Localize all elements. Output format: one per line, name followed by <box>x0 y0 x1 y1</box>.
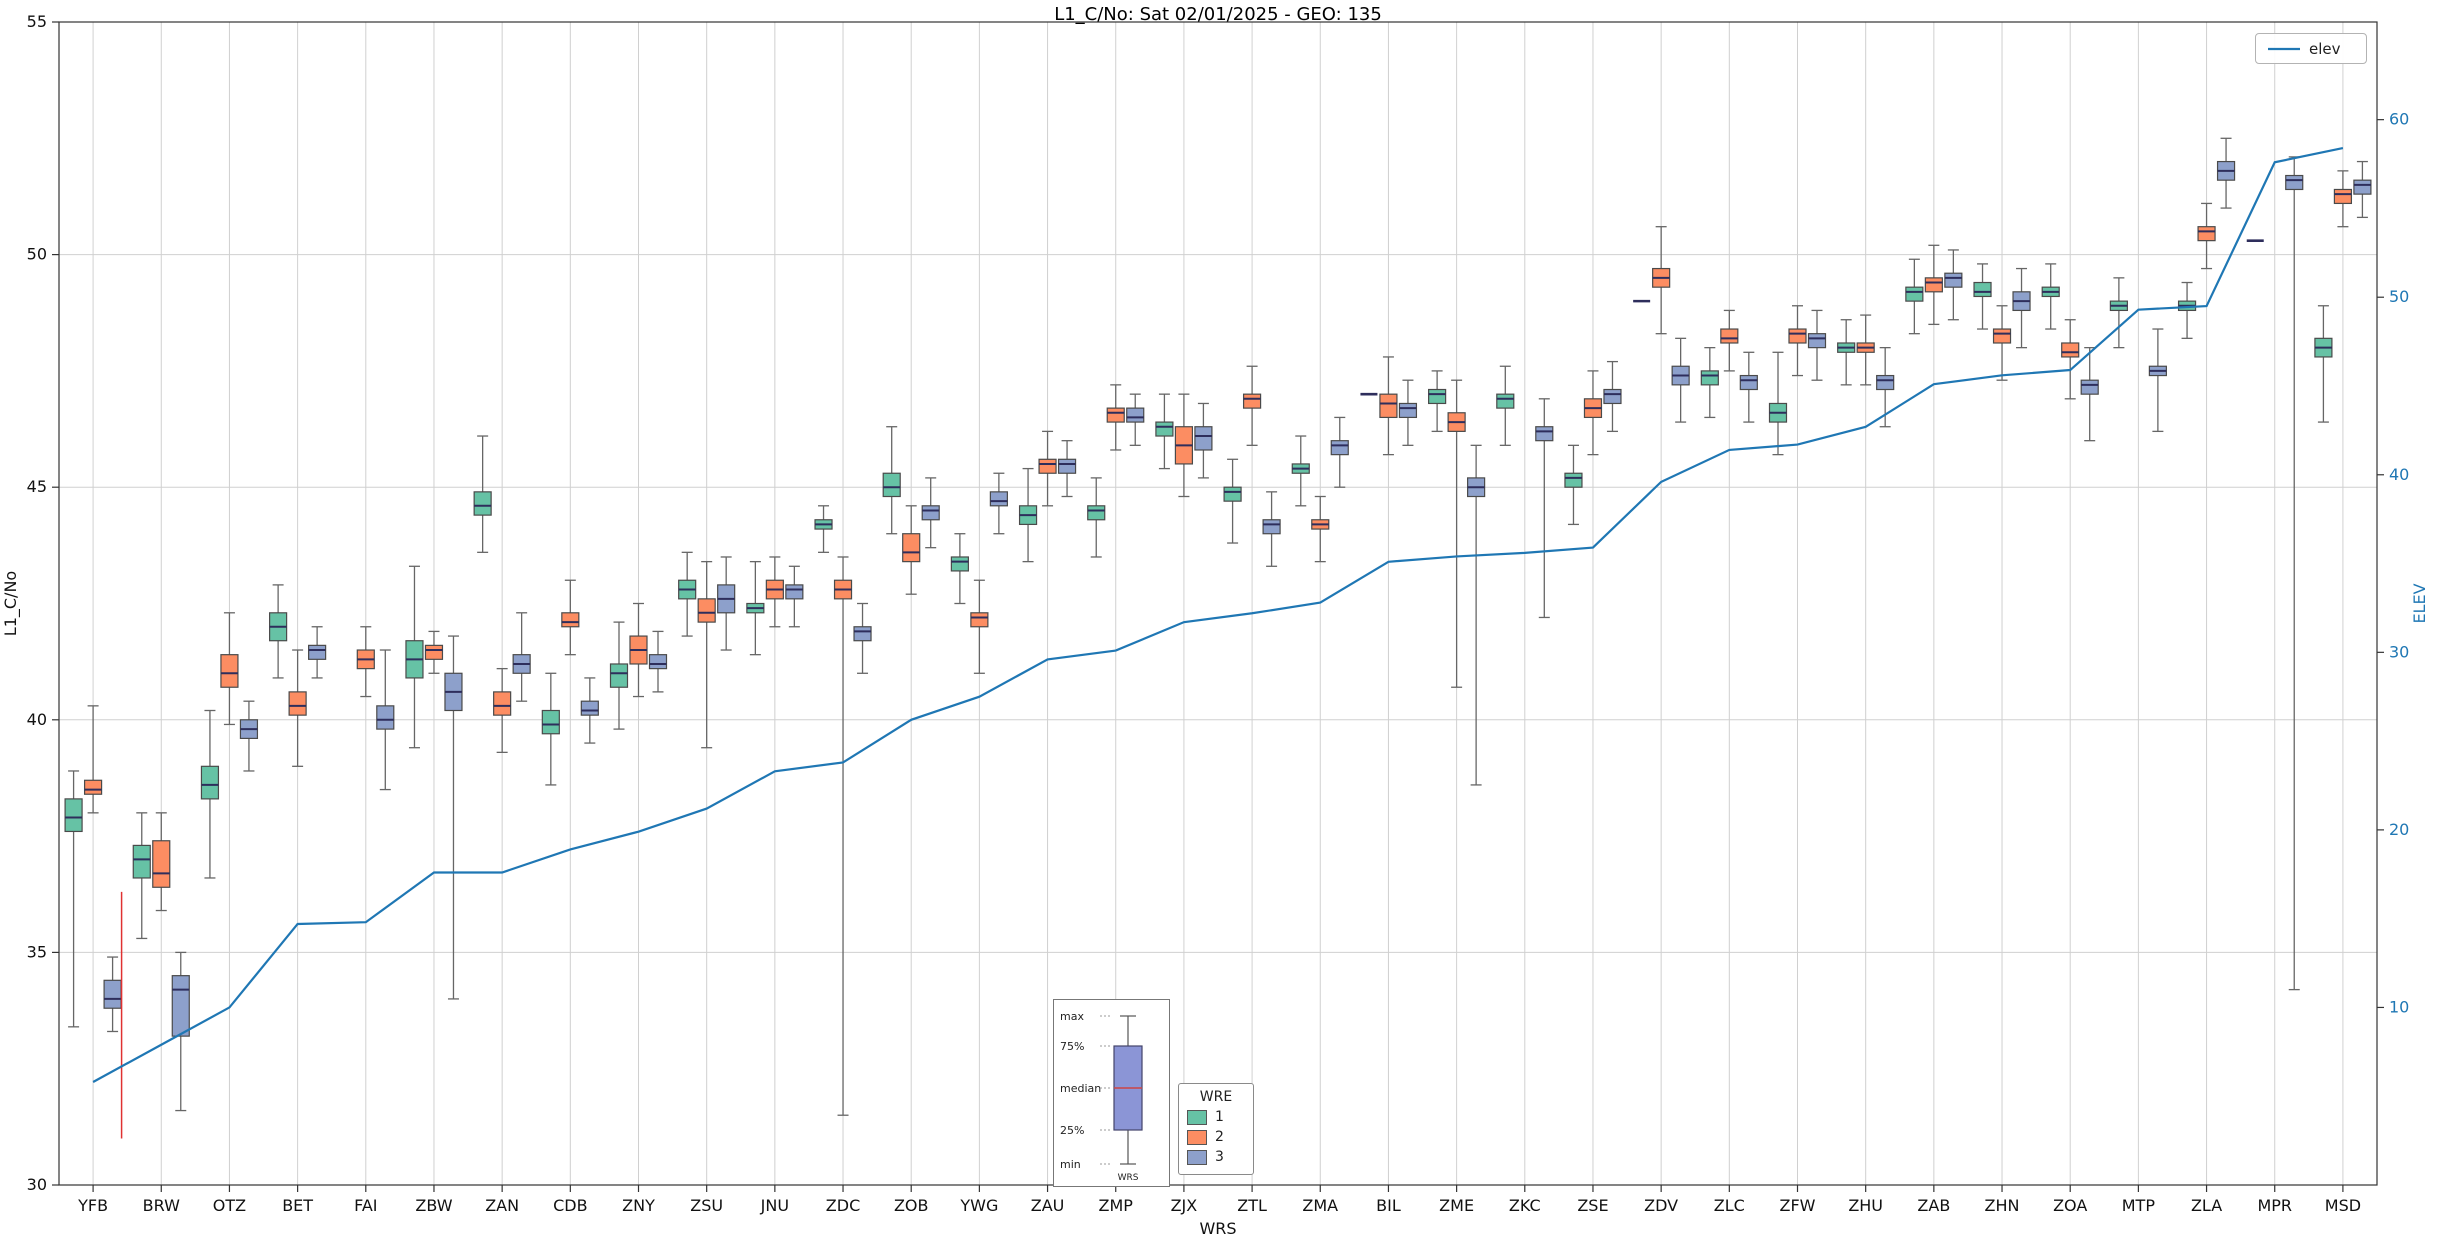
svg-text:ZSU: ZSU <box>690 1196 723 1215</box>
boxplot-anatomy-diagram: max 75% median 25% min WRS <box>1060 1010 1143 1183</box>
svg-text:40: 40 <box>2389 465 2409 484</box>
svg-text:ZHU: ZHU <box>1848 1196 1883 1215</box>
legend-swatch-icon <box>1187 1149 1207 1165</box>
svg-text:ZSE: ZSE <box>1577 1196 1608 1215</box>
svg-text:ZOB: ZOB <box>894 1196 929 1215</box>
svg-text:MPR: MPR <box>2257 1196 2292 1215</box>
svg-text:MTP: MTP <box>2122 1196 2156 1215</box>
svg-text:YWG: YWG <box>959 1196 998 1215</box>
svg-text:35: 35 <box>27 942 47 961</box>
legend-swatch-icon <box>1187 1129 1207 1145</box>
svg-text:50: 50 <box>2389 287 2409 306</box>
svg-text:ZLA: ZLA <box>2191 1196 2222 1215</box>
svg-text:ZNY: ZNY <box>622 1196 655 1215</box>
chart-title: L1_C/No: Sat 02/01/2025 - GEO: 135 <box>1054 4 1382 25</box>
svg-text:ZAU: ZAU <box>1031 1196 1065 1215</box>
wre-legend-title: WRE <box>1199 1089 1233 1105</box>
svg-text:max: max <box>1060 1010 1084 1023</box>
boxplot-anatomy-inset: max 75% median 25% min WRS <box>1053 999 1170 1187</box>
svg-text:min: min <box>1060 1158 1081 1171</box>
svg-text:45: 45 <box>27 477 47 496</box>
svg-text:YFB: YFB <box>77 1196 108 1215</box>
svg-text:40: 40 <box>27 710 47 729</box>
svg-text:ZMA: ZMA <box>1302 1196 1338 1215</box>
svg-text:BRW: BRW <box>143 1196 180 1215</box>
legend-row: 2 <box>1187 1129 1245 1145</box>
svg-text:OTZ: OTZ <box>213 1196 246 1215</box>
svg-text:ZDV: ZDV <box>1644 1196 1678 1215</box>
svg-text:JNU: JNU <box>760 1196 789 1215</box>
svg-text:ZOA: ZOA <box>2053 1196 2087 1215</box>
svg-text:60: 60 <box>2389 110 2409 129</box>
elev-line-sample-icon <box>2268 47 2300 50</box>
svg-text:ZME: ZME <box>1439 1196 1474 1215</box>
legend-swatch-icon <box>1187 1109 1207 1125</box>
svg-text:L1_C/No: L1_C/No <box>1 571 21 636</box>
svg-text:FAI: FAI <box>354 1196 377 1215</box>
svg-text:ZBW: ZBW <box>415 1196 452 1215</box>
svg-text:median: median <box>1060 1082 1101 1095</box>
elev-legend-label: elev <box>2309 39 2341 58</box>
svg-text:30: 30 <box>27 1175 47 1194</box>
svg-text:30: 30 <box>2389 642 2409 661</box>
svg-text:50: 50 <box>27 245 47 264</box>
svg-text:ZHN: ZHN <box>1985 1196 2020 1215</box>
svg-text:CDB: CDB <box>553 1196 587 1215</box>
svg-text:20: 20 <box>2389 820 2409 839</box>
svg-text:ZMP: ZMP <box>1099 1196 1134 1215</box>
svg-text:BIL: BIL <box>1376 1196 1401 1215</box>
legend-row: 3 <box>1187 1149 1245 1165</box>
svg-text:ZFW: ZFW <box>1780 1196 1816 1215</box>
svg-text:25%: 25% <box>1060 1124 1084 1137</box>
svg-text:75%: 75% <box>1060 1040 1084 1053</box>
svg-text:WRS: WRS <box>1199 1219 1236 1238</box>
svg-text:MSD: MSD <box>2325 1196 2361 1215</box>
svg-text:55: 55 <box>27 12 47 31</box>
elev-legend: elev <box>2255 33 2367 64</box>
svg-text:WRS: WRS <box>1118 1173 1139 1183</box>
svg-text:ZDC: ZDC <box>826 1196 860 1215</box>
svg-text:ZTL: ZTL <box>1237 1196 1267 1215</box>
svg-text:ZJX: ZJX <box>1171 1196 1198 1215</box>
svg-text:ZLC: ZLC <box>1714 1196 1745 1215</box>
legend-label: 1 <box>1215 1109 1224 1125</box>
legend-label: 3 <box>1215 1149 1224 1165</box>
svg-text:ZAN: ZAN <box>485 1196 519 1215</box>
wre-legend: WRE 1 2 3 <box>1178 1083 1254 1175</box>
svg-text:BET: BET <box>282 1196 313 1215</box>
wre-legend-rows: 1 2 3 <box>1187 1109 1245 1165</box>
legend-label: 2 <box>1215 1129 1224 1145</box>
svg-text:10: 10 <box>2389 997 2409 1016</box>
legend-row: 1 <box>1187 1109 1245 1125</box>
svg-text:ELEV: ELEV <box>2410 583 2429 623</box>
svg-text:ZKC: ZKC <box>1509 1196 1541 1215</box>
svg-text:ZAB: ZAB <box>1917 1196 1950 1215</box>
